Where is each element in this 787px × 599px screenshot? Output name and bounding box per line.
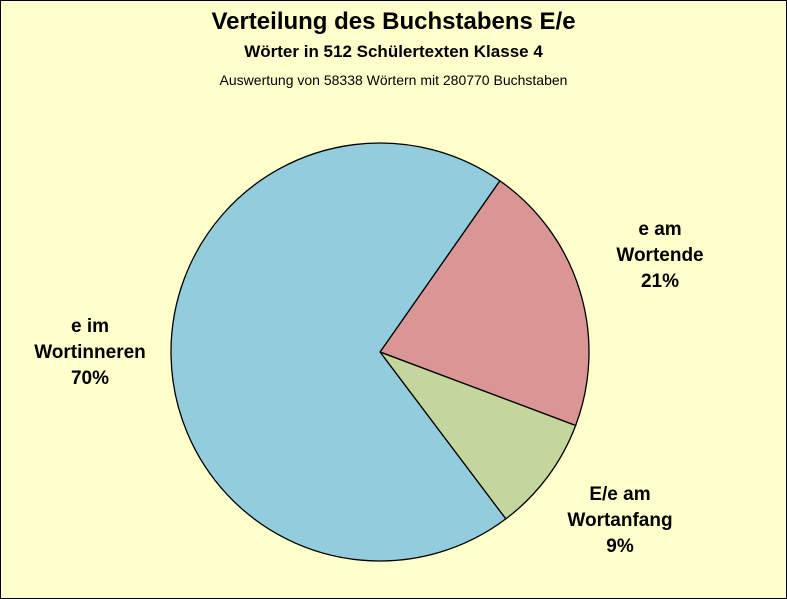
slice-label-wortende: e am Wortende 21% — [580, 217, 740, 295]
pie-slice-wortinneren — [170, 142, 507, 562]
slice-value-label: 70% — [70, 368, 110, 389]
chart-title: Verteilung des Buchstabens E/e — [211, 8, 576, 35]
slice-value-label: 21% — [640, 271, 680, 292]
chart-subtitle: Wörter in 512 Schülertexten Klasse 4 — [244, 42, 543, 61]
slice-label-wortanfang: E/e am Wortanfang 9% — [540, 482, 700, 560]
chart-note: Auswertung von 58338 Wörtern mit 280770 … — [219, 72, 568, 88]
slice-label-wortinneren: e im Wortinneren 70% — [10, 314, 170, 392]
slice-label-line1: e im — [70, 316, 110, 337]
slice-label-line1: E/e am — [589, 484, 651, 505]
slice-label-line2: Wortinneren — [34, 342, 146, 363]
slice-label-line1: e am — [638, 219, 682, 240]
slice-label-line2: Wortende — [616, 245, 704, 266]
slice-value-label: 9% — [606, 536, 634, 557]
pie-slice-wortanfang — [379, 351, 577, 520]
slice-label-line2: Wortanfang — [567, 510, 673, 531]
pie-slice-wortende — [379, 180, 590, 427]
